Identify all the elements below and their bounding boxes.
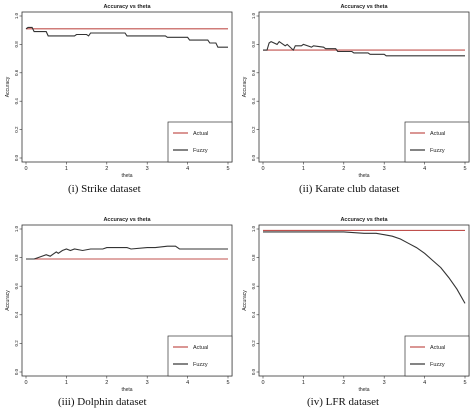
legend-label-fuzzy: Fuzzy <box>193 362 208 368</box>
x-tick-label: 2 <box>342 166 345 172</box>
chart-svg-strike: Accuracy vs theta 0 1 2 3 4 5 0.0 0.2 0.4 0.6 0.8 1.… <box>5 4 233 179</box>
y-axis-label: Accuracy <box>242 76 248 97</box>
x-axis-label: theta <box>358 173 369 179</box>
chart-caption: (iv) LFR dataset <box>307 396 380 408</box>
legend-box <box>404 121 470 163</box>
legend-label-actual: Actual <box>430 131 445 137</box>
chart-title: Accuracy vs theta <box>103 4 151 10</box>
chart-svg-karate: Accuracy vs theta 0 1 2 3 4 5 0.0 0.2 0.4 0.6 0.8 1.… <box>242 4 470 179</box>
x-tick-label: 2 <box>105 166 108 172</box>
y-tick-label: 0.2 <box>14 340 19 347</box>
x-tick-label: 5 <box>463 380 466 386</box>
chart-svg-lfr: Accuracy vs theta 0 1 2 3 4 5 0.0 0.2 0.4 0.6 0.8 1.… <box>242 217 470 393</box>
y-tick-label: 0.8 <box>14 254 19 261</box>
chart-caption: (iii) Dolphin dataset <box>58 396 147 408</box>
x-tick-label: 0 <box>24 166 27 172</box>
y-tick-label: 0.2 <box>251 340 256 347</box>
y-tick-label: 1.0 <box>14 12 19 19</box>
x-tick-label: 5 <box>226 380 229 386</box>
series-line-fuzzy <box>26 245 228 260</box>
chart-panel-dolphin: Accuracy vs theta 0 1 2 3 4 5 0.0 0.2 0.4 0.6 0.8 1.… <box>0 209 237 419</box>
plot-frame <box>258 224 470 377</box>
x-tick-label: 0 <box>261 380 264 386</box>
y-axis-label: Accuracy <box>242 290 248 311</box>
y-axis-label: Accuracy <box>5 76 11 97</box>
legend-box <box>167 335 233 377</box>
y-axis-label: Accuracy <box>5 290 11 311</box>
x-tick-label: 1 <box>302 166 305 172</box>
series-line-fuzzy <box>263 231 466 304</box>
y-tick-label: 0.6 <box>251 69 256 76</box>
chart-panel-strike: Accuracy vs theta 0 1 2 3 4 5 0.0 0.2 0.4 0.6 0.8 1.… <box>0 0 237 209</box>
x-tick-label: 1 <box>302 380 305 386</box>
x-tick-label: 4 <box>423 166 426 172</box>
y-tick-label: 0.6 <box>251 283 256 290</box>
chart-panel-karate: Accuracy vs theta 0 1 2 3 4 5 0.0 0.2 0.4 0.6 0.8 1.… <box>237 0 474 209</box>
chart-caption: (ii) Karate club dataset <box>299 183 400 195</box>
y-tick-label: 0.0 <box>251 154 256 161</box>
x-tick-label: 3 <box>146 380 149 386</box>
chart-caption: (i) Strike dataset <box>68 183 141 195</box>
legend-label-fuzzy: Fuzzy <box>430 362 445 368</box>
x-tick-label: 4 <box>186 380 189 386</box>
x-tick-label: 5 <box>226 166 229 172</box>
legend-label-actual: Actual <box>193 131 208 137</box>
chart-panel-lfr: Accuracy vs theta 0 1 2 3 4 5 0.0 0.2 0.4 0.6 0.8 1.… <box>237 209 474 419</box>
chart-svg-dolphin: Accuracy vs theta 0 1 2 3 4 5 0.0 0.2 0.4 0.6 0.8 1.… <box>5 217 233 393</box>
x-tick-label: 5 <box>463 166 466 172</box>
y-tick-label: 0.8 <box>251 41 256 48</box>
y-tick-label: 1.0 <box>14 225 19 232</box>
legend-label-actual: Actual <box>193 345 208 351</box>
plot-frame <box>21 11 233 163</box>
plot-frame <box>258 11 470 163</box>
x-axis-label: theta <box>121 387 132 393</box>
legend-box <box>404 335 470 377</box>
y-tick-label: 0.4 <box>14 311 19 318</box>
x-tick-label: 2 <box>105 380 108 386</box>
x-tick-label: 4 <box>186 166 189 172</box>
x-tick-label: 3 <box>383 380 386 386</box>
chart-title: Accuracy vs theta <box>103 217 151 223</box>
y-tick-label: 0.0 <box>14 368 19 375</box>
x-tick-label: 0 <box>261 166 264 172</box>
y-tick-label: 0.8 <box>251 254 256 261</box>
y-tick-label: 0.0 <box>14 154 19 161</box>
x-axis-label: theta <box>121 173 132 179</box>
y-tick-label: 0.2 <box>251 126 256 133</box>
y-tick-label: 0.4 <box>251 98 256 105</box>
plot-frame <box>21 224 233 377</box>
chart-title: Accuracy vs theta <box>340 4 388 10</box>
legend-label-fuzzy: Fuzzy <box>193 148 208 154</box>
x-tick-label: 1 <box>65 380 68 386</box>
series-line-fuzzy <box>263 40 465 57</box>
y-tick-label: 0.6 <box>14 69 19 76</box>
x-tick-label: 3 <box>146 166 149 172</box>
x-tick-label: 1 <box>65 166 68 172</box>
x-tick-label: 4 <box>423 380 426 386</box>
y-tick-label: 0.8 <box>14 41 19 48</box>
legend-label-actual: Actual <box>430 345 445 351</box>
legend-label-fuzzy: Fuzzy <box>430 148 445 154</box>
y-tick-label: 0.6 <box>14 283 19 290</box>
y-tick-label: 0.4 <box>14 98 19 105</box>
series-line-fuzzy <box>25 26 228 48</box>
y-tick-label: 0.2 <box>14 126 19 133</box>
chart-title: Accuracy vs theta <box>340 217 388 223</box>
x-tick-label: 2 <box>342 380 345 386</box>
legend-box <box>167 121 233 163</box>
y-tick-label: 0.0 <box>251 368 256 375</box>
y-tick-label: 0.4 <box>251 311 256 318</box>
x-tick-label: 3 <box>383 166 386 172</box>
y-tick-label: 1.0 <box>251 12 256 19</box>
x-tick-label: 0 <box>24 380 27 386</box>
x-axis-label: theta <box>358 387 369 393</box>
y-tick-label: 1.0 <box>251 225 256 232</box>
